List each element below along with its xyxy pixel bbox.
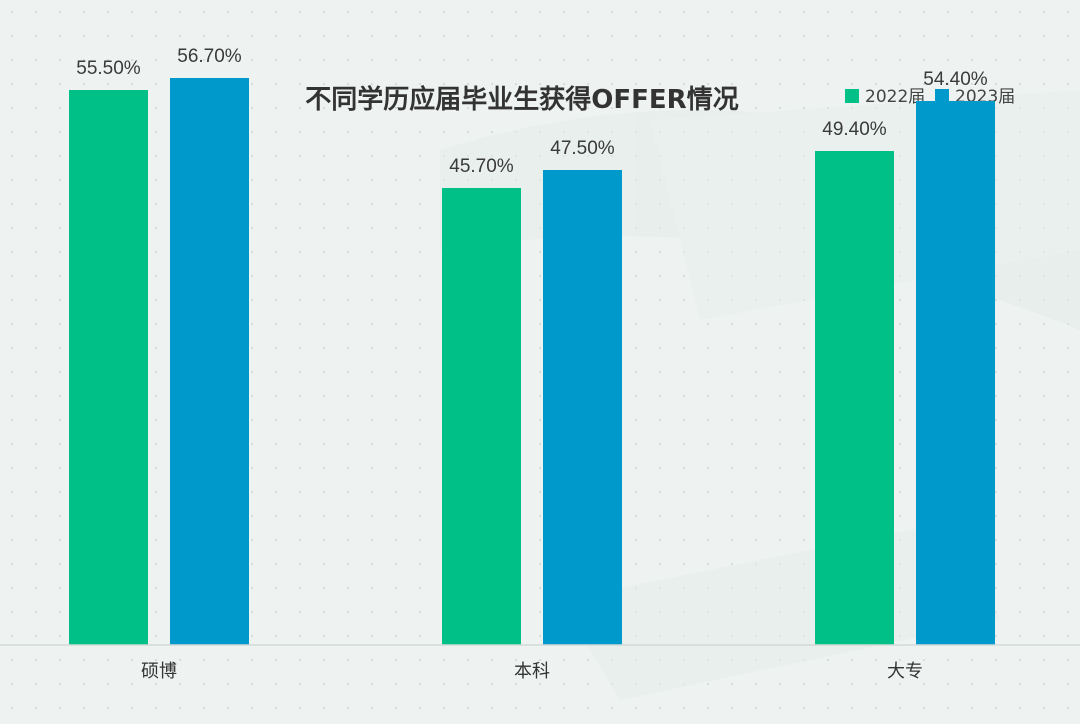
bar-硕博-2023届 bbox=[170, 78, 249, 645]
legend-swatch-2023届 bbox=[935, 89, 949, 103]
value-label-大专-2023届: 54.40% bbox=[923, 69, 988, 90]
value-label-大专-2022届: 49.40% bbox=[822, 119, 887, 140]
x-tick-label-大专: 大专 bbox=[887, 661, 923, 682]
value-label-本科-2023届: 47.50% bbox=[550, 138, 615, 159]
bar-硕博-2022届 bbox=[69, 90, 148, 645]
legend-label-2022届: 2022届 bbox=[865, 87, 925, 107]
bar-大专-2023届 bbox=[916, 101, 995, 645]
x-tick-label-本科: 本科 bbox=[514, 661, 550, 682]
legend-item-2022届: 2022届 bbox=[845, 87, 925, 107]
value-label-硕博-2023届: 56.70% bbox=[177, 46, 242, 67]
value-labels-group: 55.50% 56.70% 45.70% 47.50% 49.40% 54.40% bbox=[76, 46, 988, 177]
bar-本科-2023届 bbox=[543, 170, 622, 645]
chart-title: 不同学历应届毕业生获得OFFER情况 bbox=[305, 84, 738, 115]
x-tick-label-硕博: 硕博 bbox=[141, 661, 177, 682]
value-label-硕博-2022届: 55.50% bbox=[76, 58, 141, 79]
legend-swatch-2022届 bbox=[845, 89, 859, 103]
bars-group bbox=[69, 78, 995, 645]
x-axis-ticks: 硕博 本科 大专 bbox=[141, 661, 923, 682]
bar-大专-2022届 bbox=[815, 151, 894, 645]
value-label-本科-2022届: 45.70% bbox=[449, 156, 514, 177]
bar-本科-2022届 bbox=[442, 188, 521, 645]
